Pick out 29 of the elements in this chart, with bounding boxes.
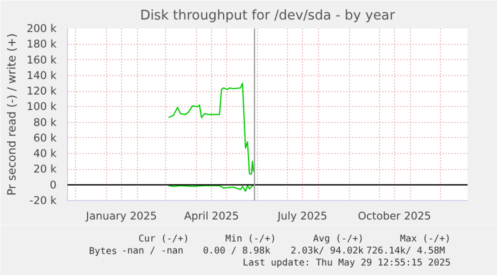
y-tick-label: 180 k [26, 38, 58, 51]
text: Max (-/+) [400, 234, 451, 244]
x-tick-label: October 2025 [358, 210, 432, 222]
chart-title: Disk throughput for /dev/sda - by year [140, 8, 396, 24]
y-axis-title: Pr second read (-) / write (+) [4, 33, 19, 196]
text: Last update: Thu May 29 12:55:15 2025 [242, 258, 451, 268]
text: Avg (-/+) [313, 234, 364, 244]
y-tick-label: 120 k [26, 84, 58, 98]
y-tick-label: 0 [50, 178, 57, 192]
line-series [168, 82, 254, 175]
text: Min (-/+) [225, 234, 276, 244]
text: 0.00 / 8.98k [202, 246, 271, 256]
y-tick-label: 80 k [33, 116, 58, 129]
x-tick-label: April 2025 [184, 210, 239, 222]
text: -nan / -nan [122, 246, 184, 256]
y-tick-label: 40 k [33, 147, 58, 160]
y-tick-label: 160 k [26, 53, 58, 66]
y-tick-label: 200 k [26, 22, 58, 35]
y-tick-label: 140 k [26, 68, 58, 82]
x-tick-label: January 2025 [85, 210, 157, 222]
x-tick-label: July 2025 [276, 210, 328, 222]
y-tick-label: 20 k [33, 162, 58, 176]
y-tick-label: 100 k [26, 100, 58, 114]
y-tick-label: 60 k [33, 131, 58, 144]
text: Cur (-/+) [138, 234, 190, 244]
y-tick-label: -20 k [30, 194, 58, 207]
text: Bytes [89, 246, 118, 257]
text: 726.14k/ 4.58M [366, 246, 446, 256]
text: 2.03k/ 94.02k [290, 246, 364, 256]
